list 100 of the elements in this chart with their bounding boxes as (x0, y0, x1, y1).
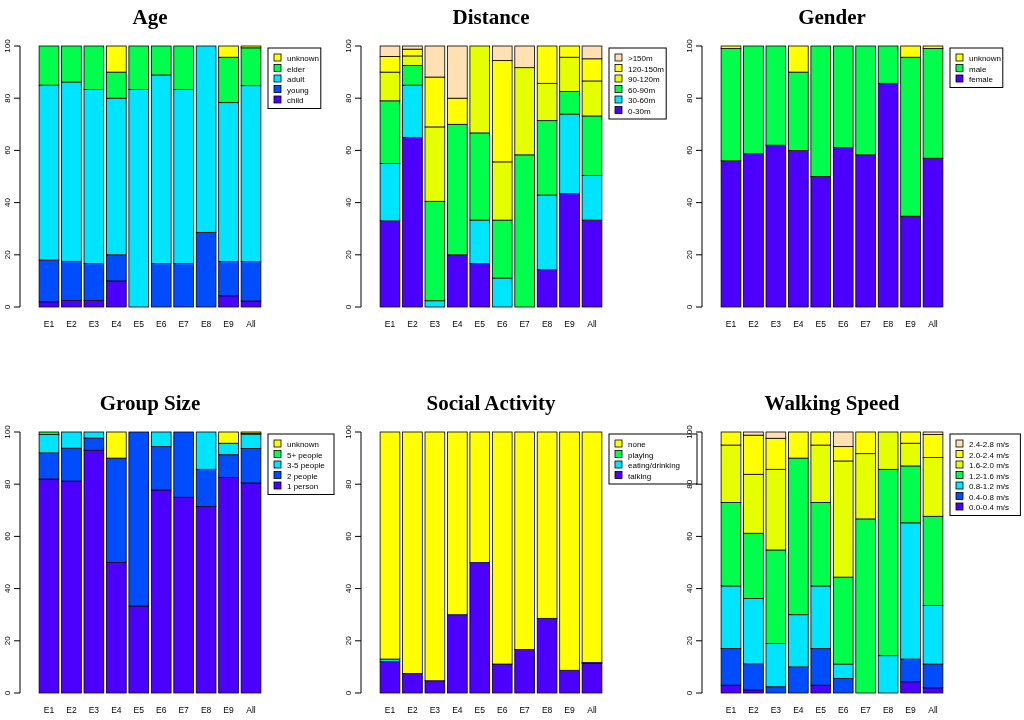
chart-title: Social Activity (426, 391, 556, 415)
y-tick-label: 60 (3, 531, 12, 541)
legend-label: talking (628, 471, 652, 481)
y-tick-label: 100 (344, 424, 353, 439)
legend-label: 3-5 people (287, 461, 326, 470)
chart-title: Walking Speed (764, 391, 900, 415)
chart-title: Age (132, 5, 168, 29)
x-tick-label: E3 (88, 319, 100, 329)
y-tick-label: 40 (685, 583, 694, 594)
legend-label: unknown (969, 54, 1002, 63)
x-tick-label: E3 (770, 319, 782, 329)
x-tick-label: E2 (66, 705, 77, 715)
x-tick-label: All (587, 705, 597, 715)
legend-label: 120-150m (628, 64, 665, 74)
x-tick-label: E3 (429, 319, 441, 329)
y-tick-label: 80 (344, 479, 353, 489)
y-tick-label: 100 (685, 424, 694, 439)
y-tick-label: 0 (3, 690, 12, 696)
x-tick-label: E9 (223, 705, 235, 715)
x-tick-label: E9 (905, 319, 917, 329)
x-tick-label: E2 (66, 319, 77, 329)
x-tick-label: E4 (452, 319, 463, 329)
y-tick-label: 20 (685, 635, 694, 646)
legend-label: eating/drinking (628, 461, 681, 470)
legend-label: 1 person (287, 482, 319, 491)
x-tick-label: E8 (200, 319, 212, 329)
y-tick-label: 0 (344, 690, 353, 696)
x-tick-label: E1 (43, 319, 55, 329)
legend-label: playing (628, 450, 654, 460)
y-tick-label: 60 (344, 531, 353, 541)
x-tick-label: All (246, 319, 256, 329)
x-tick-label: E7 (519, 319, 531, 329)
x-tick-label: E5 (133, 705, 145, 715)
x-tick-label: E1 (43, 705, 55, 715)
x-tick-label: E2 (748, 319, 759, 329)
x-tick-label: E4 (793, 705, 804, 715)
legend-label: 60-90m (628, 85, 656, 95)
y-tick-label: 20 (3, 635, 12, 646)
legend-label: 90-120m (628, 75, 660, 84)
legend-label: young (287, 85, 309, 95)
x-tick-label: E5 (474, 319, 486, 329)
x-tick-label: E4 (452, 705, 463, 715)
x-tick-label: E6 (838, 319, 849, 329)
x-tick-label: E6 (497, 319, 508, 329)
x-tick-label: E3 (88, 705, 100, 715)
legend-label: >150m (628, 54, 654, 63)
legend-label: 0.0-0.4 m/s (969, 503, 1010, 512)
legend-label: 30-60m (628, 96, 656, 105)
legend-label: 1.6-2.0 m/s (969, 461, 1010, 470)
legend-label: unknown (287, 440, 320, 449)
legend-label: child (287, 96, 304, 105)
x-tick-label: E9 (564, 705, 576, 715)
x-tick-label: E9 (564, 319, 576, 329)
y-tick-label: 100 (3, 424, 12, 439)
legend-label: 0.4-0.8 m/s (969, 492, 1010, 502)
x-tick-label: E8 (882, 319, 894, 329)
x-tick-label: E1 (384, 705, 396, 715)
x-tick-label: E7 (860, 705, 872, 715)
y-tick-label: 60 (344, 145, 353, 155)
legend-label: 2.4-2.8 m/s (969, 440, 1010, 449)
y-tick-label: 0 (3, 304, 12, 310)
x-tick-label: E8 (200, 705, 212, 715)
y-tick-label: 40 (3, 583, 12, 594)
x-tick-label: E7 (178, 705, 190, 715)
x-tick-label: All (246, 705, 256, 715)
x-tick-label: E5 (815, 705, 827, 715)
x-tick-label: E3 (770, 705, 782, 715)
x-tick-label: E1 (725, 319, 737, 329)
x-tick-label: E5 (815, 319, 827, 329)
y-tick-label: 0 (685, 690, 694, 696)
x-tick-label: E6 (497, 705, 508, 715)
y-tick-label: 20 (344, 249, 353, 260)
chart-title: Group Size (99, 391, 201, 415)
y-tick-label: 40 (344, 583, 353, 594)
x-tick-label: E2 (407, 319, 418, 329)
x-tick-label: E5 (474, 705, 486, 715)
y-tick-label: 20 (344, 635, 353, 646)
legend-label: 1.2-1.6 m/s (969, 471, 1010, 481)
y-tick-label: 0 (685, 304, 694, 310)
x-tick-label: E7 (178, 319, 190, 329)
y-tick-label: 80 (3, 93, 12, 103)
x-tick-label: E4 (111, 705, 122, 715)
legend-label: adult (287, 75, 306, 84)
y-tick-label: 80 (3, 479, 12, 489)
x-tick-label: E1 (725, 705, 737, 715)
y-tick-label: 40 (3, 197, 12, 208)
y-tick-label: 60 (3, 145, 12, 155)
chart-title: Gender (798, 5, 866, 29)
y-tick-label: 100 (344, 38, 353, 53)
x-tick-label: All (928, 319, 938, 329)
x-tick-label: E2 (748, 705, 759, 715)
y-tick-label: 100 (3, 38, 12, 53)
legend-label: 0-30m (628, 106, 652, 116)
x-tick-label: E7 (860, 319, 872, 329)
legend-label: 5+ people (287, 450, 323, 460)
chart-title: Distance (452, 5, 530, 29)
legend-label: 2 people (287, 471, 319, 481)
x-tick-label: All (587, 319, 597, 329)
x-tick-label: E2 (407, 705, 418, 715)
x-tick-label: E3 (429, 705, 441, 715)
